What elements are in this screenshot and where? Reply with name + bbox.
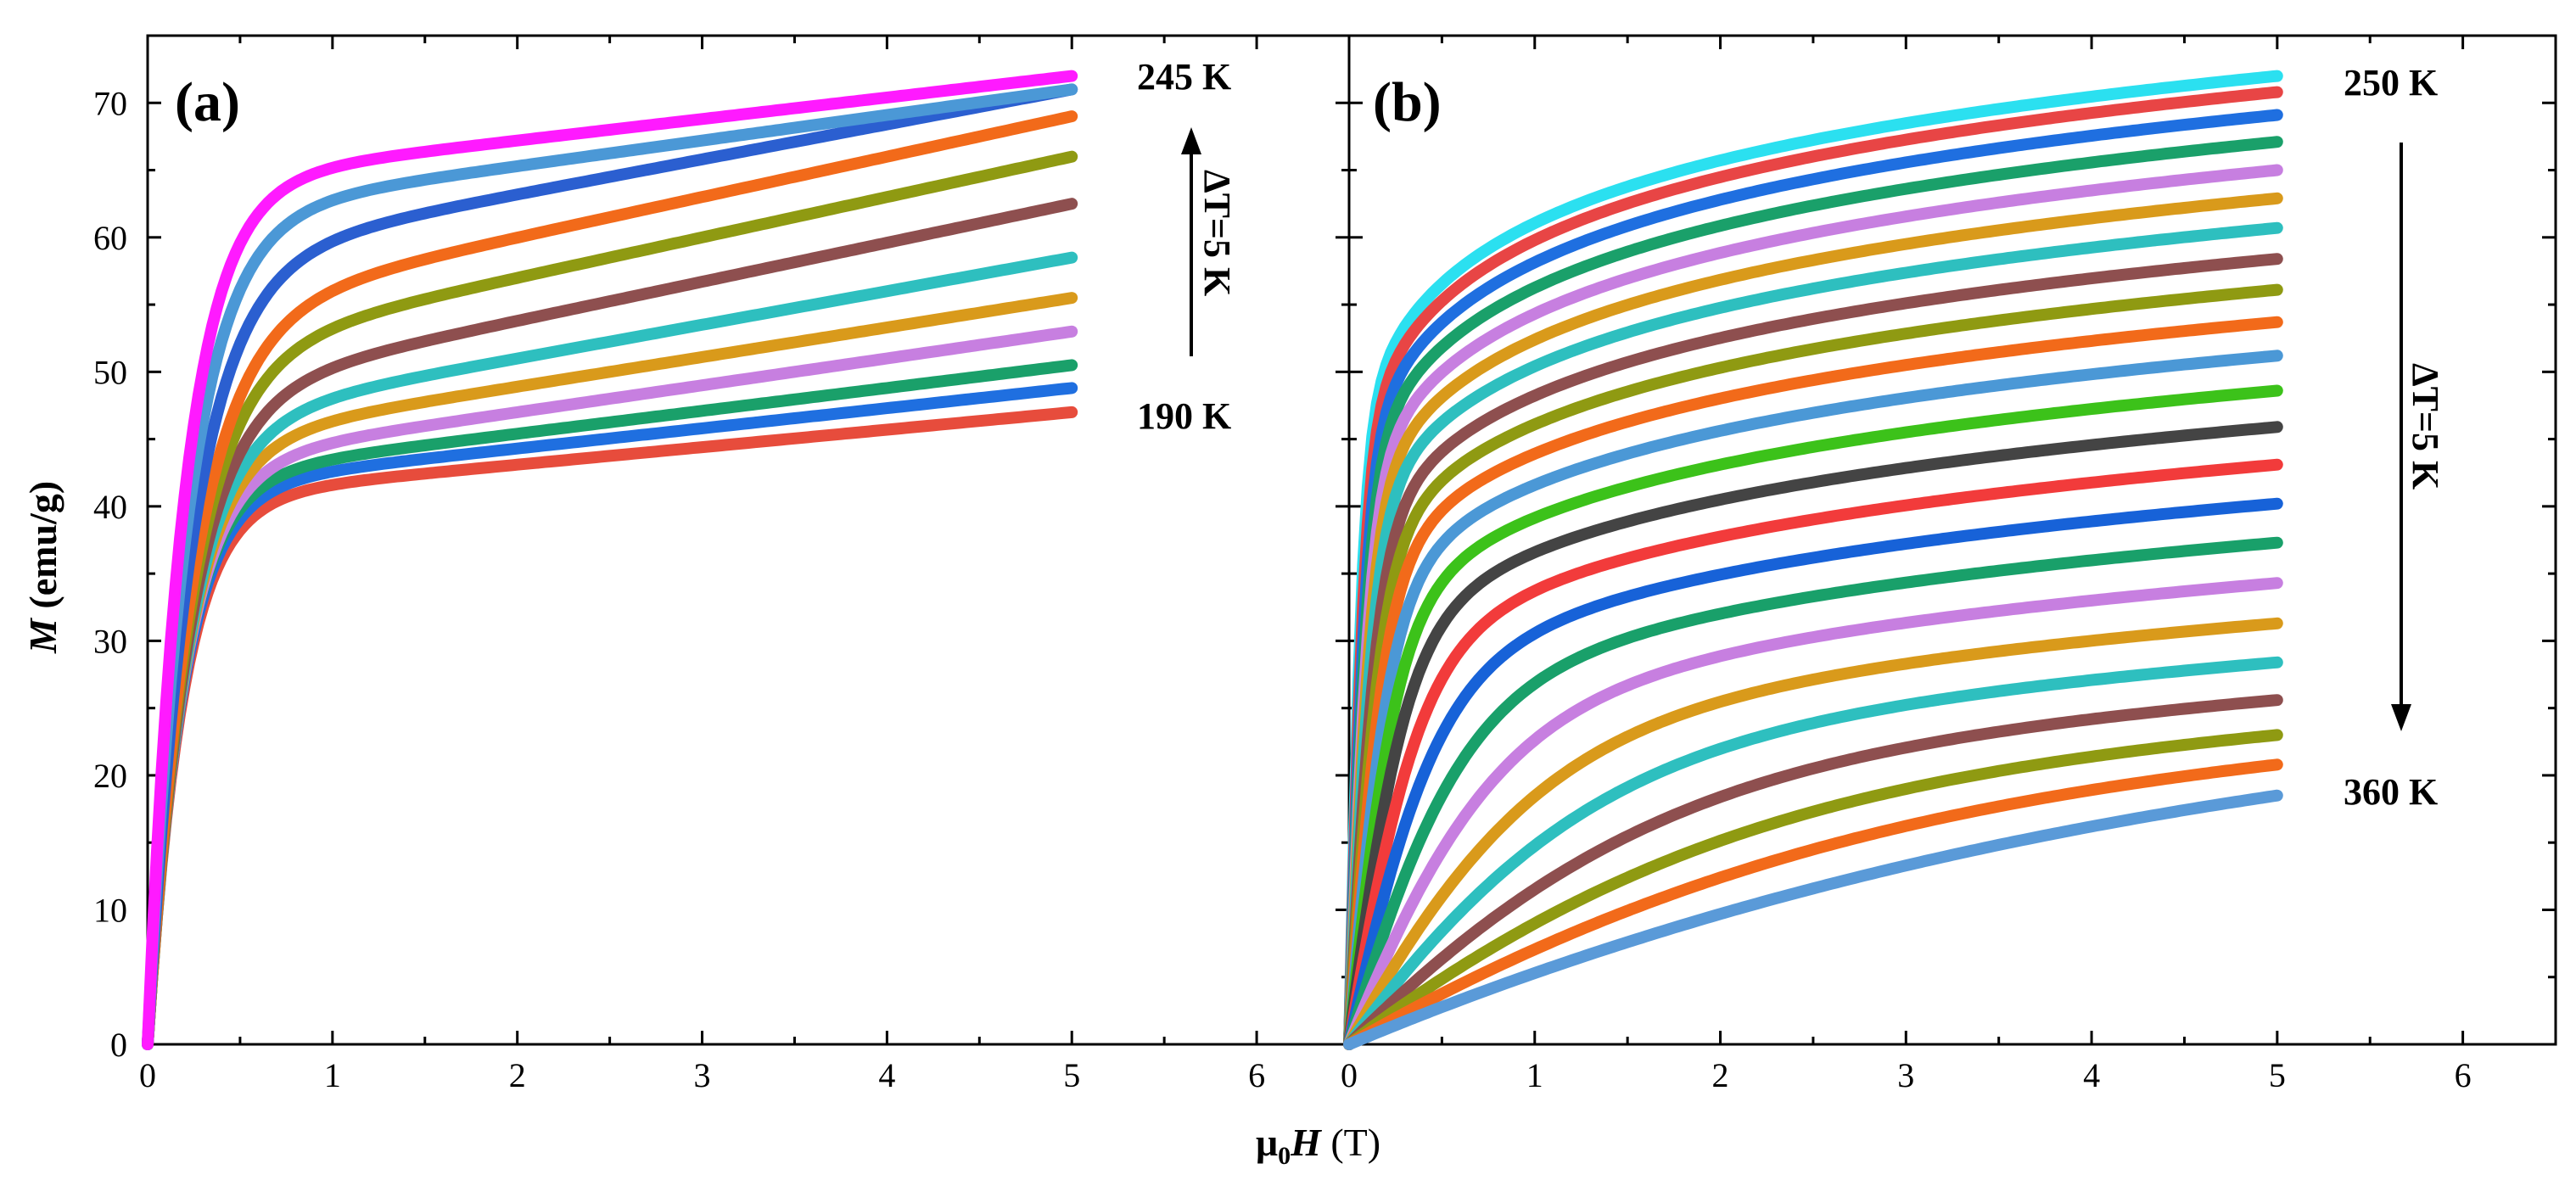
- series-line-325-k: [1343, 536, 2283, 1050]
- x-tick-label: 1: [1526, 1056, 1543, 1094]
- x-axis-title-sub: 0: [1278, 1142, 1291, 1170]
- series-line-250-k: [1343, 70, 2283, 1050]
- y-tick-label: 10: [93, 891, 127, 929]
- series-line-335-k: [1343, 617, 2283, 1050]
- series-line-255-k: [1343, 86, 2283, 1050]
- y-tick-label: 30: [93, 622, 127, 660]
- panel-b: 0 1 2 3 4 5 6 (b) 250 K 360 K ΔT=5 K: [1341, 34, 2557, 1094]
- series-line-260-k: [1343, 109, 2283, 1050]
- y-tick-label: 70: [93, 84, 127, 122]
- series-line-195-k: [142, 382, 1078, 1050]
- series-line-285-k: [1343, 253, 2283, 1050]
- panel-b-label: (b): [1373, 71, 1442, 133]
- series-line-220-k: [142, 198, 1078, 1050]
- series-line-235-k: [142, 83, 1078, 1050]
- y-axis-title-unit: (emu/g): [21, 481, 64, 618]
- series-line-190-k: [142, 406, 1078, 1050]
- panel-a-bottom-temp: 190 K: [1137, 395, 1231, 437]
- panel-a-delta-label: ΔT=5 K: [1196, 170, 1238, 296]
- x-tick-label: 5: [1063, 1056, 1080, 1094]
- series-line-270-k: [1343, 164, 2283, 1050]
- series-line-265-k: [1343, 136, 2283, 1050]
- x-tick-label: 0: [1341, 1056, 1358, 1094]
- panel-a-series: [142, 70, 1078, 1050]
- series-line-275-k: [1343, 192, 2283, 1050]
- series-line-350-k: [1343, 729, 2283, 1050]
- panel-a-arrow-head: [1181, 127, 1201, 154]
- series-line-340-k: [1343, 656, 2283, 1050]
- series-line-215-k: [142, 251, 1078, 1050]
- series-line-290-k: [1343, 283, 2283, 1050]
- panel-b-arrow-head: [2391, 704, 2411, 731]
- x-axis-title-var: H: [1290, 1121, 1322, 1164]
- panel-b-series: [1343, 70, 2283, 1050]
- series-line-210-k: [142, 292, 1078, 1050]
- x-axis-title-unit: (T): [1321, 1121, 1380, 1164]
- x-axis-title-mu: μ: [1256, 1121, 1278, 1164]
- series-line-330-k: [1343, 577, 2283, 1050]
- series-line-245-k: [142, 70, 1078, 1050]
- y-axis-title: M (emu/g): [21, 481, 64, 654]
- series-line-230-k: [142, 110, 1078, 1050]
- panel-b-delta-label: ΔT=5 K: [2405, 363, 2446, 490]
- x-tick-label: 1: [324, 1056, 341, 1094]
- y-axis-title-var: M: [21, 617, 64, 654]
- panel-b-top-temp: 250 K: [2344, 62, 2438, 103]
- series-line-280-k: [1343, 221, 2283, 1050]
- panel-a-top-temp: 245 K: [1137, 56, 1231, 98]
- x-axis-title: μ0H (T): [1256, 1121, 1380, 1170]
- y-tick-label: 50: [93, 353, 127, 391]
- y-tick-label: 20: [93, 757, 127, 795]
- series-line-200-k: [142, 359, 1078, 1050]
- x-tick-label: 4: [2083, 1056, 2100, 1094]
- x-tick-label: 6: [2455, 1056, 2472, 1094]
- panel-b-bottom-temp: 360 K: [2344, 771, 2438, 813]
- panel-b-ticks: 0 1 2 3 4 5 6: [1341, 36, 2556, 1094]
- y-tick-label: 60: [93, 219, 127, 257]
- series-line-315-k: [1343, 458, 2283, 1050]
- series-line-225-k: [142, 150, 1078, 1050]
- series-line-205-k: [142, 325, 1078, 1050]
- series-line-360-k: [1343, 789, 2283, 1050]
- x-tick-label: 6: [1248, 1056, 1265, 1094]
- y-tick-label: 0: [110, 1026, 127, 1064]
- x-tick-label: 0: [139, 1056, 156, 1094]
- x-tick-label: 4: [878, 1056, 895, 1094]
- series-line-355-k: [1343, 758, 2283, 1050]
- series-line-295-k: [1343, 316, 2283, 1050]
- x-tick-label: 5: [2269, 1056, 2286, 1094]
- series-line-310-k: [1343, 421, 2283, 1050]
- series-line-305-k: [1343, 384, 2283, 1050]
- y-tick-label: 40: [93, 488, 127, 526]
- x-tick-label: 2: [1712, 1056, 1729, 1094]
- panel-a-label: (a): [175, 71, 240, 133]
- series-line-240-k: [142, 83, 1078, 1050]
- series-line-300-k: [1343, 350, 2283, 1050]
- x-tick-label: 3: [694, 1056, 711, 1094]
- series-line-345-k: [1343, 694, 2283, 1050]
- x-tick-label: 3: [1897, 1056, 1914, 1094]
- panel-b-frame: [1347, 34, 2557, 1046]
- series-line-320-k: [1343, 497, 2283, 1050]
- x-tick-label: 2: [509, 1056, 526, 1094]
